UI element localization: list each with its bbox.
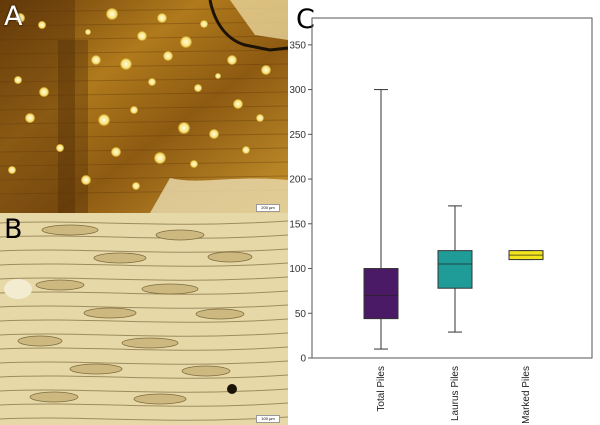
panel-a-scale-bar: 200 µm [256,204,280,212]
panel-a-micrograph: 200 µm [0,0,288,213]
panel-b-image [0,213,288,425]
plot-frame [311,17,593,359]
panel-a-label: A [4,1,23,32]
x-category-label: Marked Piles [521,366,532,424]
box-plot-chart: 0 50 100 150 200 250 300 350 Total Piles Laurus … [290,17,593,424]
y-tick-label: 50 [295,309,307,320]
box-marked-piles [508,250,544,261]
panel-b-scale-bar: 100 µm [256,415,280,423]
panel-b-label: B [4,214,23,245]
box-series [363,89,544,350]
box-laurus-piles [437,205,473,333]
y-tick-label: 100 [290,264,306,275]
y-tick-label: 0 [300,354,306,365]
iqr-box [437,250,473,289]
panel-c-label: C [296,4,315,35]
y-tick-label: 150 [290,219,306,230]
y-tick-label: 300 [290,85,306,96]
x-axis-categories: Total Piles Laurus Piles Marked Piles [376,366,532,424]
y-axis: 0 50 100 150 200 250 300 350 [290,17,593,365]
y-tick-label: 200 [290,175,306,186]
y-tick-label: 250 [290,130,306,141]
panel-b-micrograph: 100 µm [0,213,288,425]
box-total-piles [363,89,399,350]
iqr-box [363,268,399,320]
x-category-label: Laurus Piles [450,366,461,421]
y-tick-label: 350 [290,40,306,51]
panel-a-image [0,0,288,213]
x-category-label: Total Piles [376,366,387,412]
